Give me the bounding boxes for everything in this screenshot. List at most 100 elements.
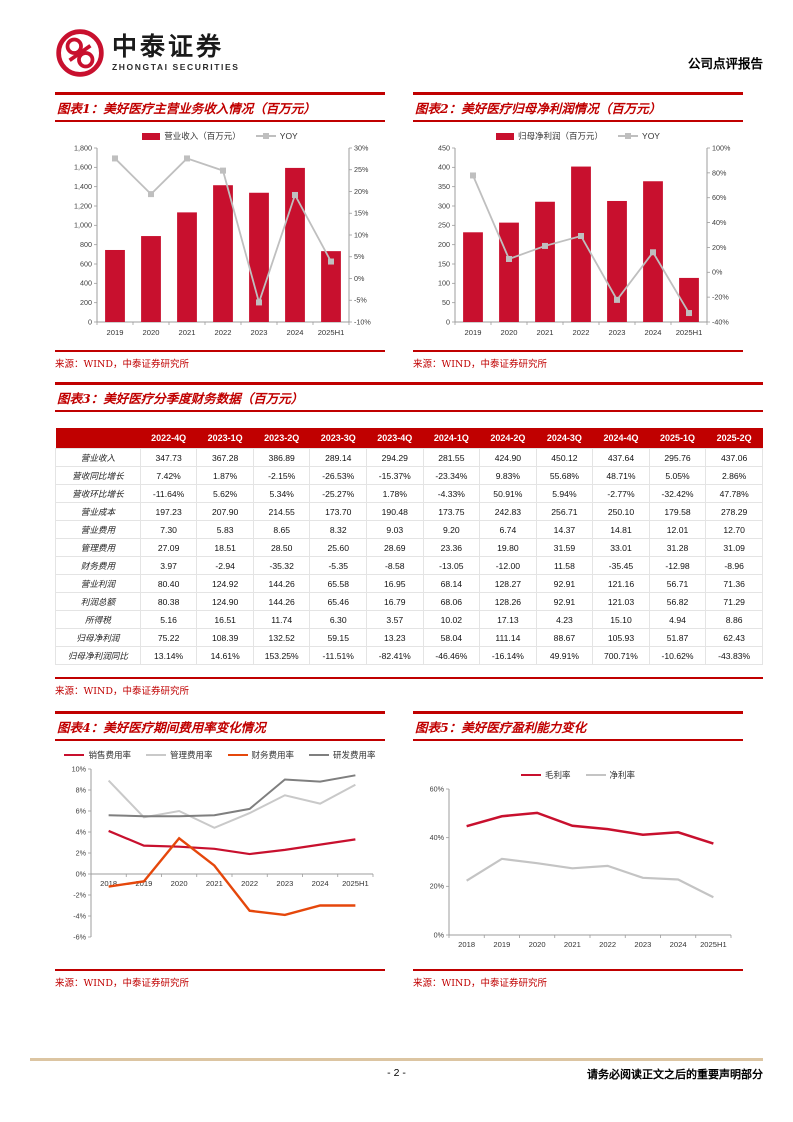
table-cell: 88.67 bbox=[535, 628, 594, 647]
svg-text:350: 350 bbox=[438, 182, 450, 191]
table-row: 营业成本 197.23 207.90 214.55 173.70 190.48 173.75… bbox=[55, 502, 763, 521]
table-cell: 121.03 bbox=[592, 592, 650, 611]
table-cell: 424.90 bbox=[479, 448, 537, 467]
svg-text:-40%: -40% bbox=[712, 317, 729, 326]
svg-text:5%: 5% bbox=[354, 252, 365, 261]
zhongtai-logo: 中泰证券 ZHONGTAI SECURITIES bbox=[55, 28, 240, 78]
table-cell: 128.27 bbox=[479, 574, 537, 593]
table-header-cell: 2025-2Q bbox=[705, 428, 763, 449]
table-cell: 5.34% bbox=[252, 484, 311, 503]
table-cell: 14.61% bbox=[196, 646, 254, 665]
figure-3-title: 图表3：美好医疗分季度财务数据（百万元） bbox=[55, 382, 763, 412]
table-cell: 367.28 bbox=[196, 448, 254, 467]
table-cell: -2.15% bbox=[252, 466, 311, 485]
table-cell: 295.76 bbox=[648, 448, 707, 467]
table-cell: -23.34% bbox=[422, 466, 481, 485]
table-cell: 92.91 bbox=[535, 574, 594, 593]
report-page: 中泰证券 ZHONGTAI SECURITIES 公司点评报告 图表1：美好医疗… bbox=[55, 28, 763, 989]
svg-text:100%: 100% bbox=[712, 143, 731, 152]
table-cell: 92.91 bbox=[535, 592, 594, 611]
table-cell: 51.87 bbox=[648, 628, 707, 647]
table-cell: -2.77% bbox=[592, 484, 650, 503]
figure-5-title: 图表5：美好医疗盈利能力变化 bbox=[413, 711, 743, 741]
chart-1-legend: 营业收入（百万元） YOY bbox=[142, 130, 298, 142]
table-cell: 7.42% bbox=[139, 466, 198, 485]
svg-text:100: 100 bbox=[438, 279, 450, 288]
table-cell: 144.26 bbox=[252, 574, 311, 593]
table-cell: 9.03 bbox=[366, 520, 424, 539]
svg-text:2021: 2021 bbox=[537, 328, 554, 337]
legend-item: YOY bbox=[255, 131, 298, 141]
table-cell: 4.94 bbox=[648, 610, 707, 629]
table-cell: 8.86 bbox=[705, 610, 763, 629]
table-cell: -82.41% bbox=[366, 646, 424, 665]
table-row-label: 利润总额 bbox=[55, 592, 141, 611]
table-cell: 12.01 bbox=[648, 520, 707, 539]
table-cell: -43.83% bbox=[705, 646, 763, 665]
legend-item: 净利率 bbox=[585, 769, 635, 781]
table-cell: -12.98 bbox=[648, 556, 707, 575]
figure-2-title: 图表2：美好医疗归母净利润情况（百万元） bbox=[413, 92, 743, 122]
chart-1-canvas: 0 200 400 600 800 1,000 1,200 1,400 1,600 1,800 -1… bbox=[74, 143, 371, 337]
table-header-cell: 2024-1Q bbox=[423, 428, 480, 449]
svg-text:200: 200 bbox=[80, 298, 92, 307]
svg-text:20%: 20% bbox=[354, 187, 369, 196]
table-row-label: 营业成本 bbox=[55, 502, 141, 521]
svg-text:2024: 2024 bbox=[670, 940, 687, 949]
svg-text:8%: 8% bbox=[76, 785, 87, 794]
svg-text:2018: 2018 bbox=[458, 940, 475, 949]
legend-item: 研发费用率 bbox=[309, 749, 376, 761]
legend-swatch-bar bbox=[496, 132, 515, 140]
svg-text:2019: 2019 bbox=[107, 328, 124, 337]
svg-text:2021: 2021 bbox=[206, 879, 223, 888]
legend-item: 毛利率 bbox=[520, 769, 571, 781]
table-cell: 281.55 bbox=[422, 448, 481, 467]
table-cell: 16.51 bbox=[196, 610, 254, 629]
svg-text:1,000: 1,000 bbox=[74, 221, 92, 230]
legend-label: 营业收入（百万元） bbox=[164, 131, 241, 141]
legend-label: 归母净利润（百万元） bbox=[518, 131, 604, 141]
table-cell: 56.82 bbox=[648, 592, 707, 611]
table-row: 营业费用 7.30 5.83 8.65 8.32 9.03 9.20 6.74 14.37 14.… bbox=[55, 520, 763, 539]
table-cell: 11.58 bbox=[535, 556, 594, 575]
table-cell: 144.26 bbox=[252, 592, 311, 611]
svg-text:2024: 2024 bbox=[312, 879, 329, 888]
svg-text:2021: 2021 bbox=[179, 328, 196, 337]
table-cell: 6.74 bbox=[479, 520, 537, 539]
table-cell: 2.86% bbox=[705, 466, 763, 485]
table-cell: 59.15 bbox=[309, 628, 368, 647]
table-cell: 700.71% bbox=[592, 646, 650, 665]
figure-3: 图表3：美好医疗分季度财务数据（百万元） 2022-4Q 2023-1Q 2023-… bbox=[55, 382, 763, 697]
table-row-label: 财务费用 bbox=[55, 556, 141, 575]
svg-text:600: 600 bbox=[80, 259, 92, 268]
legend-label: 毛利率 bbox=[544, 770, 571, 780]
table-cell: 80.40 bbox=[139, 574, 198, 593]
logo-text-cn: 中泰证券 bbox=[112, 32, 225, 62]
table-cell: 179.58 bbox=[648, 502, 707, 521]
table-row: 营收同比增长 7.42% 1.87% -2.15% -26.53% -15.37% -23.… bbox=[55, 466, 763, 485]
table-cell: 5.83 bbox=[196, 520, 254, 539]
svg-text:400: 400 bbox=[80, 279, 92, 288]
svg-text:25%: 25% bbox=[354, 165, 369, 174]
svg-text:2024: 2024 bbox=[287, 328, 304, 337]
svg-text:2022: 2022 bbox=[215, 328, 232, 337]
table-row-label: 归母净利润同比 bbox=[55, 646, 141, 665]
logo-text: 中泰证券 ZHONGTAI SECURITIES bbox=[112, 34, 240, 72]
svg-text:400: 400 bbox=[438, 163, 450, 172]
table-cell: 5.16 bbox=[139, 610, 198, 629]
table-cell: -12.00 bbox=[479, 556, 537, 575]
legend-swatch-line bbox=[227, 753, 248, 757]
table-cell: 11.74 bbox=[252, 610, 311, 629]
svg-text:2023: 2023 bbox=[251, 328, 268, 337]
svg-text:250: 250 bbox=[438, 221, 450, 230]
svg-text:2022: 2022 bbox=[599, 940, 616, 949]
table-cell: 121.16 bbox=[592, 574, 650, 593]
figure-1: 图表1：美好医疗主营业务收入情况（百万元） 营业收入（百万元） YOY 0 200 4… bbox=[55, 92, 385, 370]
svg-text:0%: 0% bbox=[712, 268, 723, 277]
table-cell: 50.91% bbox=[479, 484, 537, 503]
page-number: - 2 - bbox=[387, 1067, 406, 1079]
table-cell: -13.05 bbox=[422, 556, 481, 575]
svg-text:1,800: 1,800 bbox=[74, 143, 92, 152]
table-cell: 5.94% bbox=[535, 484, 594, 503]
svg-text:-5%: -5% bbox=[354, 296, 367, 305]
